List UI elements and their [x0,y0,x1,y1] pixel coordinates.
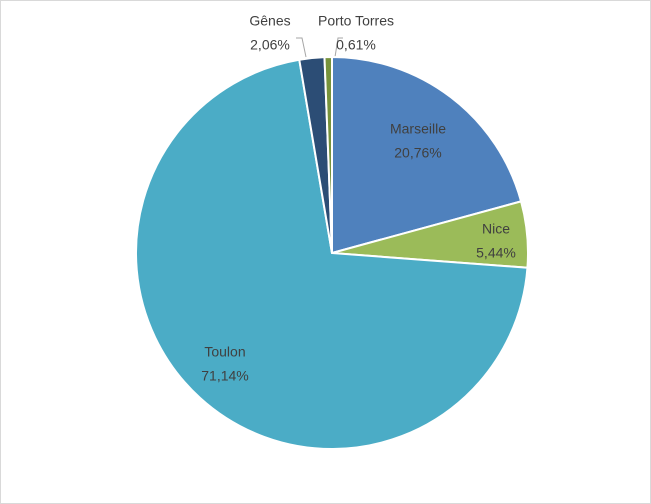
pie-slice [323,55,333,254]
slice-value-label: 20,76% [394,145,441,161]
slice-label: Gênes [249,13,290,29]
slice-value-label: 0,61% [336,37,376,53]
slice-value-label: 2,06% [250,37,290,53]
leader-line [334,37,343,58]
slice-label: Nice [482,221,510,237]
slice-label: Porto Torres [318,13,394,29]
slice-value-label: 71,14% [201,368,248,384]
slice-label: Toulon [204,344,245,360]
pie-slice [135,58,529,450]
slice-value-label: 5,44% [476,245,516,261]
pie-slice [331,55,523,255]
slice-label: Marseille [390,121,446,137]
leader-line [296,37,307,58]
